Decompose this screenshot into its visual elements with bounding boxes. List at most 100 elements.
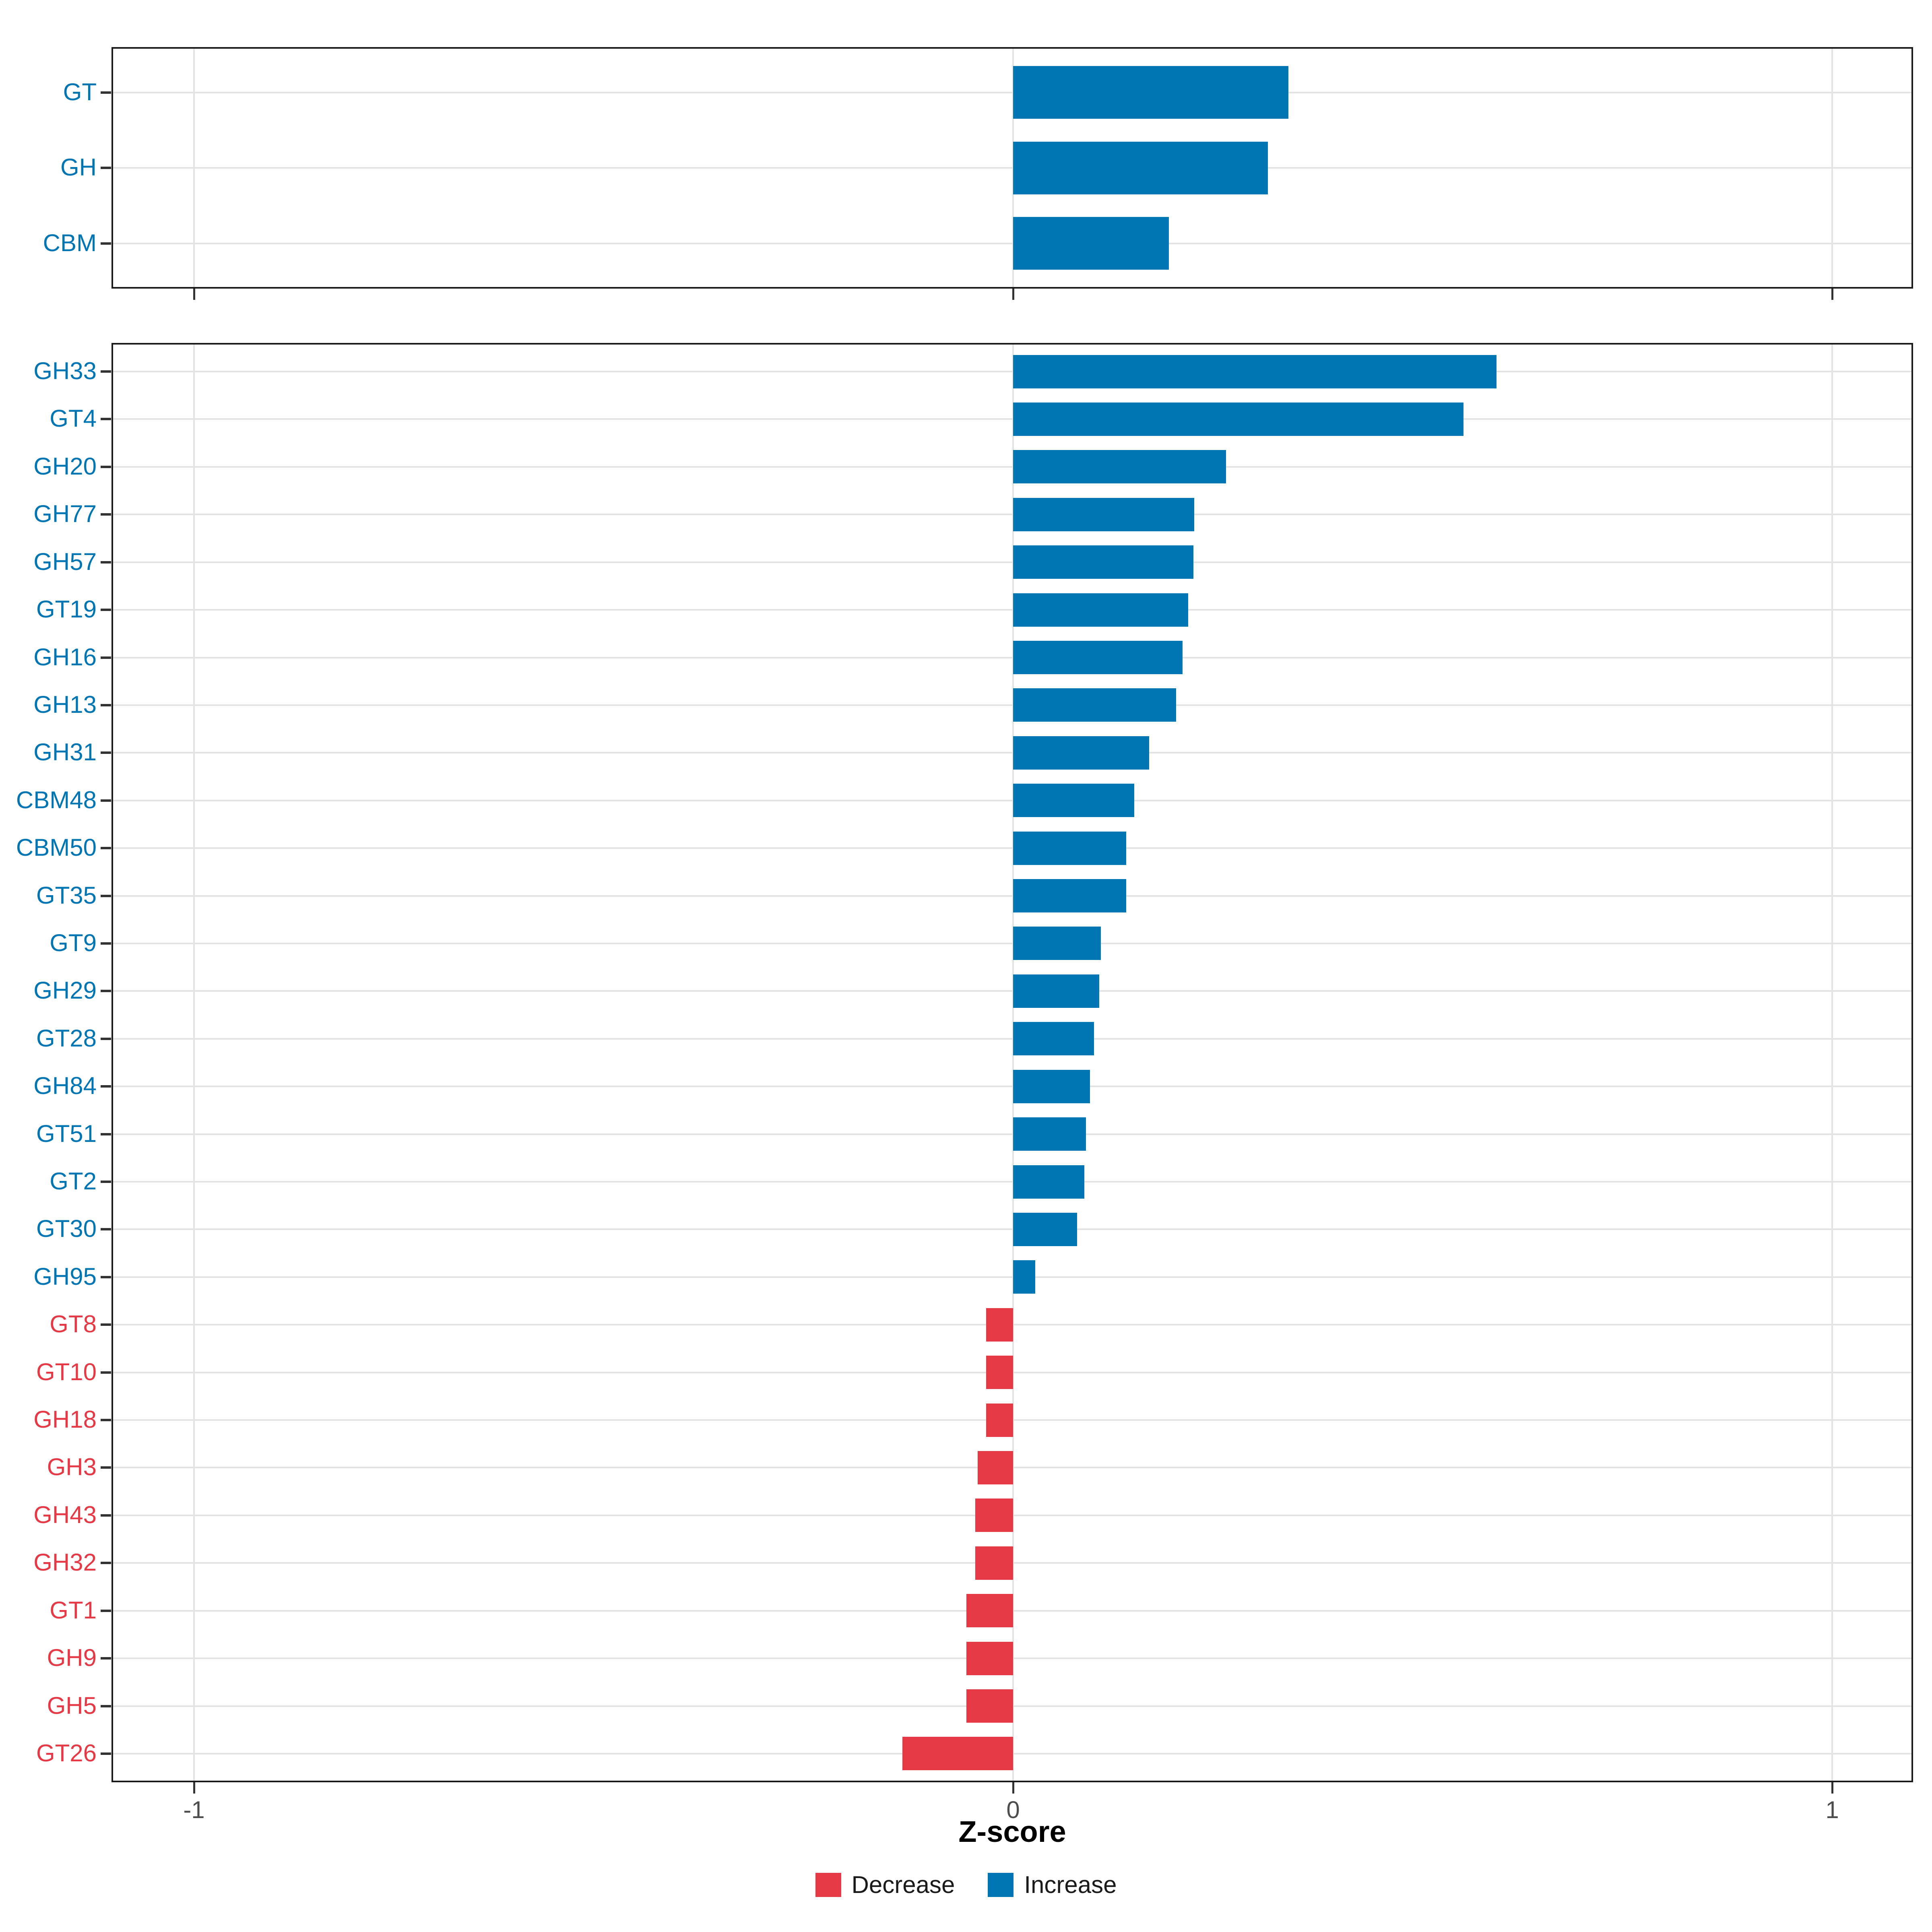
bar-GT28: [1013, 1022, 1094, 1055]
y-tick-GT10: [101, 1371, 111, 1374]
gridline-row-GT19: [113, 609, 1911, 611]
bar-GH84: [1013, 1070, 1090, 1103]
bar-GH32: [975, 1546, 1013, 1580]
category-label-GH57: GH57: [33, 548, 97, 575]
y-tick-GH29: [101, 990, 111, 992]
gridline-row-GH57: [113, 561, 1911, 563]
x-tick-label-0: 0: [1006, 1796, 1020, 1823]
gridline-x-1: [1831, 345, 1833, 1781]
y-tick-GT2: [101, 1181, 111, 1183]
bar-CBM50: [1013, 832, 1126, 865]
bar-GT26: [902, 1737, 1013, 1770]
y-tick-CBM: [101, 242, 111, 245]
gridline-row-GH84: [113, 1086, 1911, 1088]
category-label-GH84: GH84: [33, 1072, 97, 1099]
category-label-GH5: GH5: [47, 1692, 97, 1719]
gridline-row-GT51: [113, 1133, 1911, 1135]
gridline-x--1: [193, 345, 195, 1781]
legend-swatch-decrease: [815, 1872, 841, 1897]
gridline-row-GH20: [113, 466, 1911, 468]
category-label-GH29: GH29: [33, 977, 97, 1004]
y-tick-GH77: [101, 513, 111, 516]
gridline-row-GT35: [113, 895, 1911, 897]
category-label-GT28: GT28: [36, 1025, 97, 1052]
bar-GH29: [1013, 974, 1099, 1008]
x-tick-label-1: 1: [1825, 1796, 1839, 1823]
bar-GH9: [966, 1642, 1013, 1675]
category-label-CBM50: CBM50: [16, 834, 97, 861]
y-tick-CBM48: [101, 799, 111, 802]
category-label-GH18: GH18: [33, 1406, 97, 1433]
bar-GH13: [1013, 688, 1176, 722]
panel-enzyme-classes: [111, 47, 1913, 289]
gridline-row-GT2: [113, 1181, 1911, 1183]
y-tick-GH18: [101, 1419, 111, 1421]
bar-GT1: [966, 1594, 1013, 1627]
bar-GH20: [1013, 450, 1226, 483]
bar-GH5: [966, 1689, 1013, 1723]
bar-GT19: [1013, 593, 1188, 627]
y-tick-GH43: [101, 1514, 111, 1517]
bar-GT10: [986, 1356, 1013, 1389]
category-label-GT51: GT51: [36, 1120, 97, 1147]
gridline-row-GT9: [113, 942, 1911, 944]
y-tick-CBM50: [101, 847, 111, 849]
category-label-GH33: GH33: [33, 357, 97, 384]
gridline-row-GT28: [113, 1038, 1911, 1040]
legend-label-increase: Increase: [1024, 1871, 1117, 1898]
bar-GT4: [1013, 402, 1463, 436]
y-tick-GH57: [101, 561, 111, 564]
y-tick-GT51: [101, 1133, 111, 1135]
gridline-row-CBM48: [113, 799, 1911, 801]
bar-GH95: [1013, 1260, 1035, 1294]
bar-GT51: [1013, 1117, 1086, 1151]
x-tick--1-panel1: [193, 1782, 195, 1794]
y-tick-GH20: [101, 466, 111, 468]
bar-GT9: [1013, 927, 1101, 960]
x-axis-title: Z-score: [958, 1815, 1066, 1848]
y-tick-GH95: [101, 1276, 111, 1278]
bar-GH43: [975, 1499, 1013, 1532]
category-label-GH13: GH13: [33, 691, 97, 718]
legend: Decrease Increase: [0, 1871, 1932, 1899]
gridline-row-GH: [113, 167, 1911, 169]
y-tick-GT28: [101, 1038, 111, 1040]
bar-GH: [1013, 142, 1268, 194]
category-label-GH77: GH77: [33, 500, 97, 527]
gridline-row-GT4: [113, 418, 1911, 420]
category-label-GH20: GH20: [33, 453, 97, 480]
y-tick-GH3: [101, 1466, 111, 1469]
panel-enzyme-families: [111, 343, 1913, 1782]
x-tick--1-panel0: [193, 289, 195, 300]
bar-CBM48: [1013, 784, 1134, 817]
y-tick-GH9: [101, 1657, 111, 1660]
gridline-row-GH33: [113, 371, 1911, 373]
category-label-GH: GH: [60, 154, 97, 181]
legend-label-decrease: Decrease: [851, 1871, 955, 1898]
gridline-row-GT30: [113, 1228, 1911, 1230]
gridline-row-GH13: [113, 704, 1911, 706]
category-label-GT35: GT35: [36, 882, 97, 909]
category-label-GT4: GT4: [50, 405, 97, 432]
category-label-GT26: GT26: [36, 1740, 97, 1767]
bar-GH57: [1013, 545, 1193, 579]
category-label-GT1: GT1: [50, 1597, 97, 1624]
category-label-GH3: GH3: [47, 1453, 97, 1480]
y-tick-GH84: [101, 1085, 111, 1088]
bar-CBM: [1013, 217, 1169, 270]
legend-swatch-increase: [988, 1872, 1014, 1897]
category-label-CBM48: CBM48: [16, 786, 97, 813]
category-label-GH31: GH31: [33, 739, 97, 766]
y-tick-GT35: [101, 895, 111, 897]
x-tick-0-panel0: [1012, 289, 1014, 300]
gridline-row-CBM50: [113, 847, 1911, 849]
y-tick-GT26: [101, 1752, 111, 1755]
category-label-GT10: GT10: [36, 1358, 97, 1385]
category-label-GH43: GH43: [33, 1501, 97, 1528]
category-label-GT19: GT19: [36, 596, 97, 623]
category-label-GT8: GT8: [50, 1311, 97, 1338]
y-tick-GT8: [101, 1323, 111, 1326]
bar-GT2: [1013, 1165, 1084, 1199]
y-tick-GT4: [101, 418, 111, 420]
